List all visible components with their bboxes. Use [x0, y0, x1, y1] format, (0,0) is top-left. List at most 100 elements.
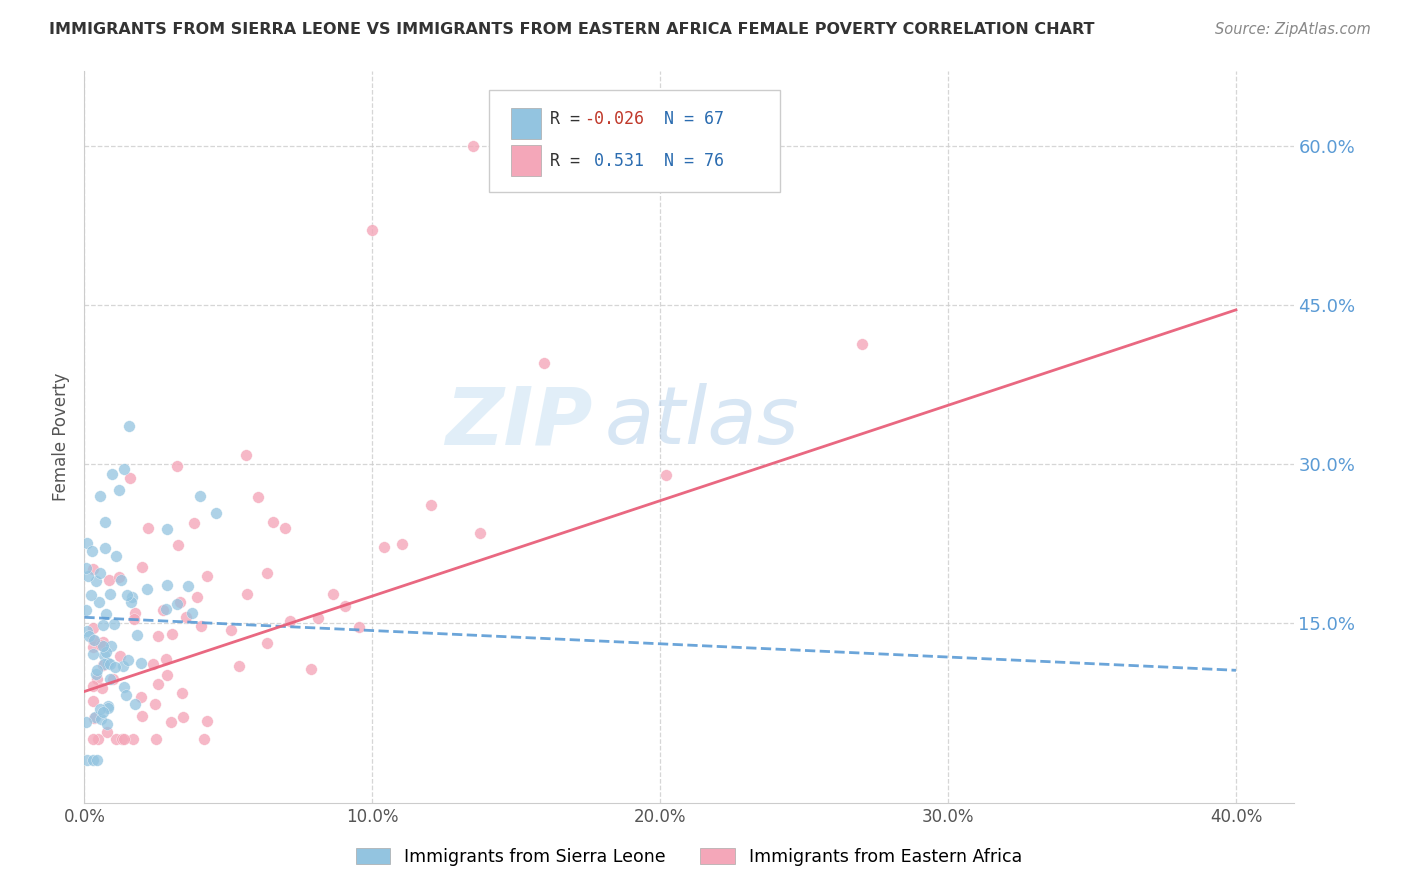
Point	[122, 732, 145, 747]
Point	[349, 619, 371, 633]
Point	[76, 568, 98, 582]
Point	[461, 138, 484, 153]
Point	[110, 573, 132, 587]
Point	[419, 498, 441, 512]
Point	[94, 645, 117, 659]
Text: ZIP: ZIP	[444, 384, 592, 461]
Point	[124, 607, 146, 621]
Point	[533, 356, 555, 370]
Point	[112, 462, 135, 476]
Point	[170, 686, 193, 700]
Point	[82, 679, 104, 693]
Point	[82, 632, 104, 647]
Point	[273, 521, 295, 535]
Point	[167, 538, 190, 552]
Point	[122, 612, 145, 626]
Point	[91, 658, 114, 673]
Point	[98, 657, 121, 672]
Point	[91, 681, 114, 695]
FancyBboxPatch shape	[512, 145, 541, 176]
Point	[186, 590, 208, 604]
Point	[112, 680, 135, 694]
Point	[112, 732, 135, 747]
Point	[655, 468, 678, 483]
Point	[118, 470, 141, 484]
Point	[188, 489, 211, 503]
Point	[205, 506, 228, 520]
Point	[166, 459, 188, 474]
Point	[155, 602, 177, 616]
Point	[148, 629, 170, 643]
Point	[228, 658, 250, 673]
Point	[82, 753, 104, 767]
Point	[160, 626, 183, 640]
Point	[121, 590, 143, 604]
Point	[89, 595, 111, 609]
Point	[117, 653, 139, 667]
Point	[361, 223, 384, 237]
Point	[391, 537, 413, 551]
Point	[98, 587, 121, 601]
Point	[131, 708, 153, 723]
Text: -0.026: -0.026	[583, 110, 644, 128]
Point	[190, 619, 212, 633]
Point	[101, 467, 124, 482]
Point	[84, 574, 107, 589]
Point	[98, 672, 121, 686]
Point	[104, 660, 127, 674]
FancyBboxPatch shape	[512, 108, 541, 138]
Point	[82, 647, 104, 661]
Point	[94, 541, 117, 556]
Point	[118, 419, 141, 434]
Point	[93, 648, 115, 663]
Point	[86, 672, 108, 686]
Point	[235, 448, 257, 462]
Point	[156, 668, 179, 682]
Point	[90, 712, 112, 726]
Point	[307, 611, 329, 625]
Point	[236, 587, 259, 601]
Point	[108, 483, 131, 497]
Point	[105, 549, 128, 563]
Text: N = 67: N = 67	[644, 110, 724, 128]
Point	[177, 579, 200, 593]
Point	[86, 753, 108, 767]
Text: IMMIGRANTS FROM SIERRA LEONE VS IMMIGRANTS FROM EASTERN AFRICA FEMALE POVERTY CO: IMMIGRANTS FROM SIERRA LEONE VS IMMIGRAN…	[49, 22, 1095, 37]
Point	[193, 732, 215, 747]
Point	[468, 525, 491, 540]
Point	[183, 516, 205, 530]
Point	[76, 536, 98, 550]
Point	[111, 732, 134, 747]
Point	[75, 714, 97, 729]
Point	[82, 621, 104, 635]
Point	[136, 521, 159, 535]
Point	[82, 732, 104, 747]
Point	[129, 690, 152, 704]
Point	[152, 603, 174, 617]
Point	[145, 697, 167, 711]
Point	[75, 561, 97, 575]
Point	[159, 714, 181, 729]
Point	[103, 672, 125, 686]
Point	[219, 623, 242, 637]
Point	[169, 595, 191, 609]
Text: atlas: atlas	[605, 384, 799, 461]
Point	[180, 606, 202, 620]
Point	[89, 702, 111, 716]
Point	[156, 522, 179, 536]
Point	[94, 516, 117, 530]
Point	[851, 337, 873, 351]
Point	[120, 595, 142, 609]
Point	[166, 597, 188, 611]
Point	[76, 753, 98, 767]
Point	[262, 515, 284, 529]
Point	[278, 614, 301, 628]
Point	[124, 697, 146, 711]
Point	[93, 657, 115, 671]
Point	[80, 588, 103, 602]
Point	[104, 732, 127, 747]
Point	[94, 607, 117, 621]
Point	[83, 711, 105, 725]
Point	[111, 658, 134, 673]
Point	[97, 573, 120, 587]
